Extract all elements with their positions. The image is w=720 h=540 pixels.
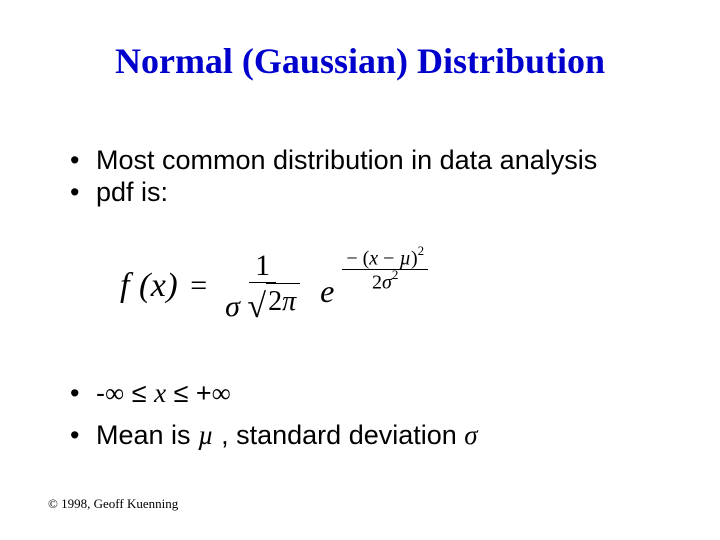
bullet-item: • -∞ ≤ x ≤ +∞ [70, 378, 660, 410]
fraction-numerator: 1 [249, 250, 276, 283]
le-symbol: ≤ [124, 378, 154, 408]
exponent-numerator: − (x − µ)2 [342, 246, 428, 271]
formula-row: f (x) = 1 σ √ 2π e − (x − µ)2 [120, 250, 600, 322]
equals-sign: = [184, 269, 213, 303]
infinity-symbol: ∞ [105, 378, 124, 408]
squared: 2 [418, 243, 425, 258]
bullet-text: Most common distribution in data analysi… [96, 145, 660, 177]
mu-symbol: µ [198, 420, 214, 450]
mean-label: Mean is [96, 420, 198, 450]
neg-paren: − ( [346, 247, 369, 269]
radicand: 2π [266, 283, 300, 319]
bullet-item: • pdf is: [70, 177, 660, 209]
slide-title: Normal (Gaussian) Distribution [0, 40, 720, 82]
squared: 2 [392, 267, 399, 282]
mu-symbol: µ [399, 247, 411, 269]
x-var: x [154, 378, 166, 408]
sigma-symbol: σ [464, 420, 477, 450]
range-text: -∞ ≤ x ≤ +∞ [96, 378, 660, 410]
bullet-dot-icon: • [70, 420, 96, 452]
sigma-symbol: σ [225, 289, 240, 322]
copyright-notice: © 1998, Geoff Kuenning [48, 496, 178, 512]
bullet-item: • Most common distribution in data analy… [70, 145, 660, 177]
stddev-label: , standard deviation [214, 420, 465, 450]
bullet-group-bottom: • -∞ ≤ x ≤ +∞ • Mean is µ , standard dev… [70, 378, 660, 462]
bullet-group-top: • Most common distribution in data analy… [70, 145, 660, 209]
two: 2 [268, 286, 282, 317]
plus-sign: + [196, 378, 212, 408]
neg-sign: - [96, 378, 105, 408]
formula-lhs: f (x) [120, 267, 178, 305]
radical-icon: √ [247, 293, 266, 320]
bullet-item: • Mean is µ , standard deviation σ [70, 420, 660, 452]
bullet-dot-icon: • [70, 177, 96, 209]
sqrt-wrap: √ 2π [247, 283, 300, 319]
infinity-symbol: ∞ [212, 378, 231, 408]
x-var: x [369, 247, 378, 269]
fraction-denominator: σ √ 2π [219, 283, 306, 322]
two: 2 [372, 272, 382, 294]
exponent-fraction: − (x − µ)2 2σ2 [342, 246, 428, 294]
euler-e: e [312, 273, 334, 310]
bullet-text: pdf is: [96, 177, 660, 209]
pdf-formula: f (x) = 1 σ √ 2π e − (x − µ)2 [120, 250, 600, 322]
bullet-dot-icon: • [70, 145, 96, 177]
le-symbol: ≤ [166, 378, 196, 408]
bullet-dot-icon: • [70, 378, 96, 410]
close-paren: ) [411, 247, 418, 269]
fraction-coefficient: 1 σ √ 2π [219, 250, 306, 322]
exponent-denominator: 2σ2 [368, 270, 402, 294]
sigma-symbol: σ [382, 272, 392, 294]
slide: Normal (Gaussian) Distribution • Most co… [0, 0, 720, 540]
pi-symbol: π [282, 286, 296, 317]
stats-text: Mean is µ , standard deviation σ [96, 420, 660, 452]
